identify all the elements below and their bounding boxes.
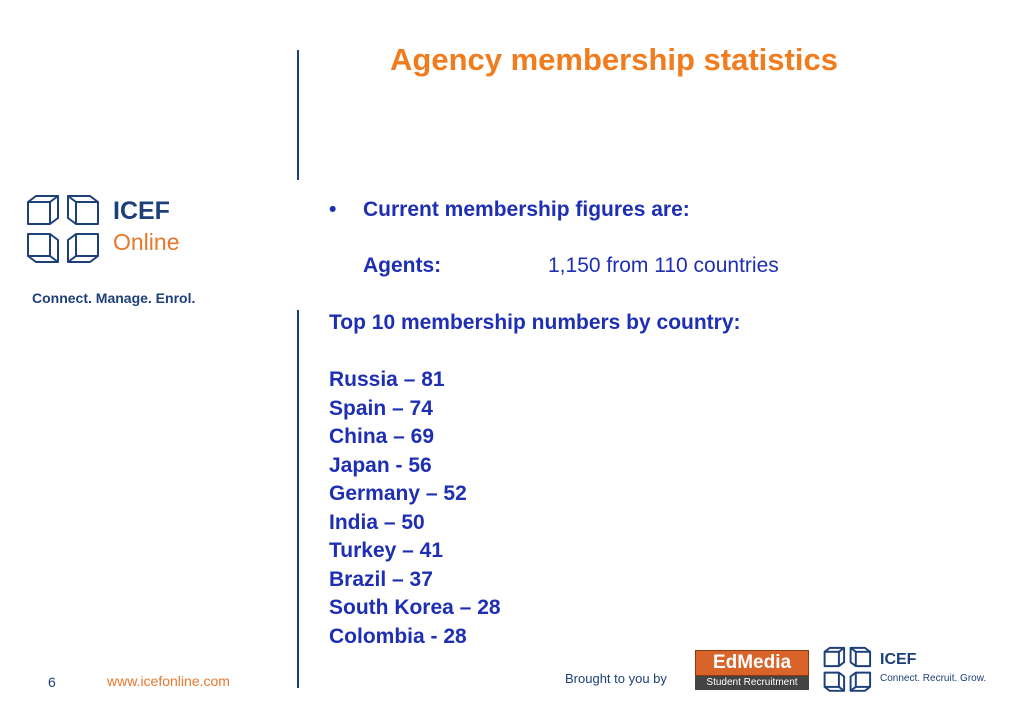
- agents-label: Agents:: [363, 254, 442, 277]
- small-cube-logo-icon: [823, 646, 872, 692]
- country-item: Spain – 74: [329, 396, 433, 420]
- slide-title: Agency membership statistics: [390, 42, 838, 77]
- logo-tagline: Connect. Manage. Enrol.: [32, 290, 196, 306]
- country-list: Russia – 81 Spain – 74 China – 69 Japan …: [329, 366, 501, 651]
- page-number: 6: [48, 674, 56, 690]
- country-item: South Korea – 28: [329, 596, 501, 619]
- country-item: Colombia - 28: [329, 624, 467, 648]
- country-item: Brazil – 37: [329, 567, 433, 591]
- logo-subtitle: Online: [113, 229, 180, 255]
- country-item: Japan - 56: [329, 453, 432, 477]
- country-item: Russia – 81: [329, 368, 445, 391]
- edmedia-subtitle: Student Recruitment: [695, 676, 809, 690]
- cube-logo-icon: [27, 195, 99, 263]
- icef-small-logo: ICEF Connect. Recruit. Grow.: [822, 646, 1012, 696]
- bullet-icon: •: [329, 198, 337, 221]
- brought-to-you-text: Brought to you by: [565, 671, 667, 686]
- country-item: Germany – 52: [329, 482, 467, 505]
- country-item: Turkey – 41: [329, 539, 444, 562]
- divider-line-bottom: [297, 310, 299, 688]
- edmedia-logo: EdMedia Student Recruitment: [695, 650, 809, 690]
- logo-name: ICEF: [113, 197, 170, 225]
- top10-heading: Top 10 membership numbers by country:: [329, 311, 741, 334]
- agents-row: Agents: 1,150 from 110 countries: [363, 254, 779, 278]
- footer-url-link[interactable]: www.icefonline.com: [107, 673, 230, 689]
- bullet-heading: Current membership figures are:: [363, 198, 690, 221]
- small-logo-tagline: Connect. Recruit. Grow.: [880, 673, 987, 684]
- country-item: India – 50: [329, 510, 425, 534]
- small-logo-name: ICEF: [880, 651, 917, 668]
- country-item: China – 69: [329, 425, 435, 448]
- divider-line-top: [297, 50, 299, 180]
- edmedia-name: EdMedia: [695, 650, 809, 676]
- agents-value: 1,150 from 110 countries: [548, 254, 779, 277]
